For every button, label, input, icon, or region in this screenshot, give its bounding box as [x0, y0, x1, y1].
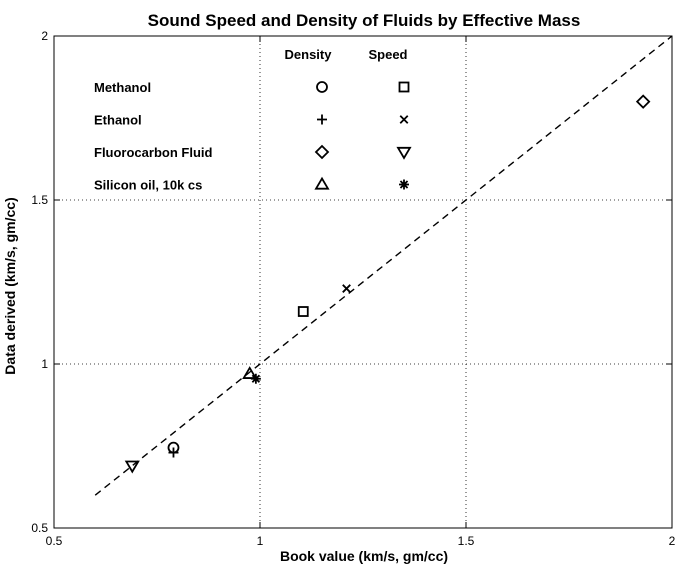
diamond-marker-shape [635, 94, 651, 109]
circle-marker-shape [316, 81, 328, 93]
legend-marker-triangle-down [396, 146, 412, 160]
diamond-marker-shape [314, 144, 330, 160]
plus-marker-shape [317, 114, 327, 125]
legend-marker-triangle-up [314, 176, 330, 190]
plot-frame [53, 35, 673, 529]
x-tick-label: 0.5 [46, 534, 63, 548]
y-tick-label: 0.5 [31, 521, 48, 535]
x-marker-shape [399, 115, 409, 124]
legend-label: Fluorocarbon Fluid [94, 145, 212, 160]
y-axis-label: Data derived (km/s, gm/cc) [2, 197, 18, 374]
data-point-asterisk [250, 373, 261, 384]
triangle-up-marker-shape [314, 176, 330, 190]
data-point-plus [168, 447, 179, 458]
x-tick-label: 1.5 [458, 534, 475, 548]
x-axis-label: Book value (km/s, gm/cc) [280, 548, 448, 564]
chart-title: Sound Speed and Density of Fluids by Eff… [148, 11, 581, 30]
legend-marker-asterisk [399, 179, 409, 190]
triangle-up-marker-shape [242, 366, 258, 379]
triangle-down-marker-shape [124, 460, 140, 474]
legend: Density Speed Methanol Ethanol Fluorocarbon … [94, 47, 412, 193]
y-tick-label: 1.5 [31, 193, 48, 207]
asterisk-marker-center [253, 376, 259, 382]
data-point-triangle-up [242, 366, 258, 379]
legend-marker-plus [317, 114, 327, 125]
data-point-square [297, 306, 309, 317]
asterisk-marker-center [401, 182, 407, 187]
y-tick-label: 1 [41, 357, 48, 371]
legend-label: Methanol [94, 80, 151, 95]
square-marker-shape [297, 306, 309, 317]
legend-label: Ethanol [94, 113, 142, 128]
plus-marker-shape [168, 447, 179, 458]
axis-ticks: 0.5 1 1.5 2 0.5 1 1.5 2 [31, 29, 675, 548]
triangle-down-marker-shape [396, 146, 412, 160]
legend-marker-x [399, 115, 409, 124]
data-point-x [342, 284, 351, 293]
y-tick-label: 2 [41, 29, 48, 43]
data-point-diamond [635, 94, 651, 109]
square-marker-shape [398, 81, 410, 93]
x-tick-label: 1 [257, 534, 264, 548]
legend-marker-square [398, 81, 410, 93]
legend-label: Silicon oil, 10k cs [94, 178, 202, 193]
reference-line [94, 35, 673, 496]
x-tick-label: 2 [669, 534, 676, 548]
grid [54, 36, 672, 528]
legend-header-density: Density [285, 47, 333, 62]
legend-marker-circle [316, 81, 328, 93]
legend-header-speed: Speed [368, 47, 407, 62]
data-points [124, 94, 651, 474]
legend-marker-diamond [314, 144, 330, 160]
data-point-triangle-down [124, 460, 140, 474]
x-marker-shape [342, 284, 351, 293]
